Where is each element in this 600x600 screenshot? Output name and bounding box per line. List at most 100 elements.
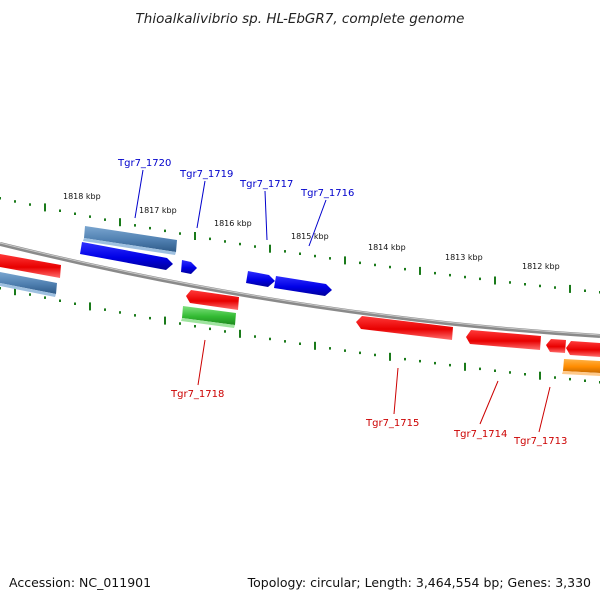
lower-tick-minor-32 bbox=[479, 367, 481, 371]
leader-line-tgr7-1713 bbox=[538, 386, 551, 433]
lower-tick-minor-19 bbox=[284, 340, 286, 343]
gene-tgr7-1717[interactable] bbox=[246, 271, 275, 287]
lower-tick-minor-5 bbox=[74, 302, 76, 305]
kbp-tick-minor-24 bbox=[359, 261, 361, 265]
lower-tick-minor-2 bbox=[29, 293, 31, 296]
lower-tick-major-31 bbox=[464, 362, 466, 371]
genome-backbone bbox=[0, 242, 600, 338]
kbp-tick-minor-35 bbox=[524, 283, 526, 286]
gene-feature-green[interactable] bbox=[181, 306, 236, 328]
lower-tick-minor-8 bbox=[119, 311, 121, 314]
lower-tick-minor-17 bbox=[254, 335, 256, 338]
forward-strand-cds bbox=[80, 242, 332, 296]
reverse-strand-cds bbox=[0, 254, 600, 357]
lower-tick-minor-30 bbox=[449, 363, 451, 367]
lower-tick-major-11 bbox=[164, 316, 166, 325]
kbp-tick-minor-4 bbox=[59, 209, 61, 212]
gene-labels: Tgr7_1720 Tgr7_1719 Tgr7_1717 Tgr7_1716 … bbox=[117, 158, 567, 447]
gene-label-tgr7-1715[interactable]: Tgr7_1715 bbox=[365, 418, 419, 429]
lower-tick-minor-7 bbox=[104, 308, 106, 311]
leader-line-tgr7-1714 bbox=[479, 380, 499, 425]
lower-tick-major-6 bbox=[89, 302, 91, 311]
lower-tick-minor-12 bbox=[179, 322, 181, 325]
leader-line-tgr7-1715 bbox=[393, 367, 399, 415]
kbp-tick-minor-2 bbox=[29, 203, 31, 206]
lower-tick-minor-25 bbox=[374, 353, 376, 357]
kbp-tick-minor-36 bbox=[539, 284, 541, 288]
kbp-tick-minor-10 bbox=[149, 226, 151, 230]
kbp-tick-major-38 bbox=[569, 284, 571, 293]
kbp-tick-major-3 bbox=[44, 203, 46, 212]
kbp-tick-minor-34 bbox=[509, 281, 511, 284]
gene-tgr7-1718[interactable] bbox=[186, 290, 239, 310]
kbp-tick-major-23 bbox=[344, 256, 346, 265]
kbp-label-1812: 1812 kbp bbox=[522, 262, 560, 271]
gene-tgr7-1715[interactable] bbox=[356, 316, 453, 340]
gene-feature-steel[interactable] bbox=[83, 226, 177, 255]
lower-tick-minor-13 bbox=[194, 325, 196, 328]
lower-tick-minor-33 bbox=[494, 369, 496, 372]
kbp-tick-minor-1 bbox=[14, 200, 16, 203]
kbp-tick-minor-5 bbox=[74, 212, 76, 215]
leader-line-tgr7-1719 bbox=[196, 180, 206, 229]
gene-label-tgr7-1716[interactable]: Tgr7_1716 bbox=[300, 188, 354, 199]
lower-tick-minor-35 bbox=[524, 373, 526, 376]
genome-summary-text: Topology: circular; Length: 3,464,554 bp… bbox=[247, 575, 591, 590]
gene-tgr7-1719[interactable] bbox=[181, 260, 197, 274]
gene-tgr7-1714[interactable] bbox=[466, 330, 541, 350]
lower-tick-minor-0 bbox=[0, 287, 1, 290]
kbp-label-1815: 1815 kbp bbox=[291, 232, 329, 241]
lower-tick-major-36 bbox=[539, 371, 541, 380]
genome-backbone-highlight bbox=[0, 242, 600, 336]
kbp-tick-minor-11 bbox=[164, 229, 166, 233]
kbp-tick-minor-0 bbox=[0, 197, 1, 200]
gene-red-left[interactable] bbox=[0, 254, 61, 278]
gene-label-tgr7-1719[interactable]: Tgr7_1719 bbox=[179, 169, 233, 180]
gene-red-right[interactable] bbox=[566, 341, 600, 357]
kbp-label-1818: 1818 kbp bbox=[63, 192, 101, 201]
lower-tick-major-21 bbox=[314, 341, 316, 350]
lower-tick-minor-14 bbox=[209, 327, 211, 331]
kbp-tick-minor-39 bbox=[584, 289, 586, 292]
gene-label-tgr7-1713[interactable]: Tgr7_1713 bbox=[513, 436, 567, 447]
kbp-tick-minor-29 bbox=[434, 271, 436, 275]
kbp-tick-minor-37 bbox=[554, 286, 556, 289]
lower-tick-minor-29 bbox=[434, 361, 436, 365]
kbp-tick-minor-32 bbox=[479, 277, 481, 281]
kbp-tick-minor-22 bbox=[329, 257, 331, 260]
kbp-tick-minor-16 bbox=[239, 242, 241, 246]
kbp-tick-major-18 bbox=[269, 244, 271, 253]
leader-line-tgr7-1717 bbox=[264, 190, 268, 241]
lower-tick-minor-37 bbox=[554, 376, 556, 379]
gene-label-tgr7-1717[interactable]: Tgr7_1717 bbox=[239, 179, 293, 190]
kbp-labels: 1818 kbp 1817 kbp 1816 kbp 1815 kbp 1814… bbox=[63, 192, 560, 271]
kbp-tick-minor-14 bbox=[209, 237, 211, 241]
kbp-tick-minor-17 bbox=[254, 245, 256, 248]
gene-feature-orange[interactable] bbox=[562, 359, 600, 376]
leader-line-tgr7-1716 bbox=[308, 199, 327, 247]
gene-label-tgr7-1718[interactable]: Tgr7_1718 bbox=[170, 389, 224, 400]
kbp-tick-minor-26 bbox=[389, 265, 391, 269]
kbp-label-1814: 1814 kbp bbox=[368, 243, 406, 252]
lower-tick-major-16 bbox=[239, 329, 241, 338]
gene-tgr7-1720[interactable] bbox=[80, 242, 173, 270]
tick-row-lower bbox=[0, 287, 600, 384]
kbp-label-1817: 1817 kbp bbox=[139, 206, 177, 215]
gene-track-features bbox=[0, 226, 177, 297]
genome-title: Thioalkalivibrio sp. HL-EbGR7, complete … bbox=[136, 11, 465, 27]
kbp-tick-minor-20 bbox=[299, 252, 301, 255]
gene-feature-steel-left[interactable] bbox=[0, 272, 57, 297]
gene-label-tgr7-1720[interactable]: Tgr7_1720 bbox=[117, 158, 171, 169]
gene-tgr7-1713[interactable] bbox=[546, 339, 566, 353]
kbp-tick-minor-25 bbox=[374, 263, 376, 267]
lower-tick-minor-3 bbox=[44, 296, 46, 299]
kbp-tick-minor-9 bbox=[134, 224, 136, 227]
lower-tick-minor-22 bbox=[329, 347, 331, 350]
lower-tick-major-26 bbox=[389, 352, 391, 361]
kbp-label-1813: 1813 kbp bbox=[445, 253, 483, 262]
gene-tgr7-1716[interactable] bbox=[274, 276, 332, 296]
leader-line-tgr7-1718 bbox=[197, 339, 206, 386]
lower-tick-minor-18 bbox=[269, 337, 271, 341]
kbp-tick-minor-12 bbox=[179, 232, 181, 235]
gene-label-tgr7-1714[interactable]: Tgr7_1714 bbox=[453, 429, 507, 440]
